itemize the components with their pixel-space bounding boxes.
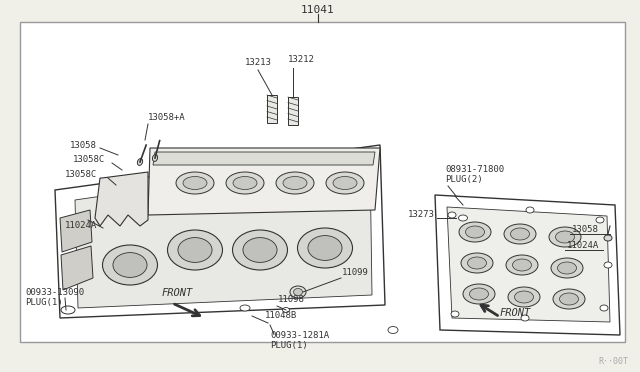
Ellipse shape bbox=[113, 253, 147, 278]
Polygon shape bbox=[153, 152, 375, 165]
Ellipse shape bbox=[152, 154, 157, 161]
Ellipse shape bbox=[511, 228, 529, 240]
Ellipse shape bbox=[506, 255, 538, 275]
Text: 11048B: 11048B bbox=[265, 311, 297, 320]
Ellipse shape bbox=[282, 308, 289, 312]
Text: 11024A: 11024A bbox=[567, 241, 599, 250]
Ellipse shape bbox=[604, 262, 612, 268]
Ellipse shape bbox=[232, 230, 287, 270]
Ellipse shape bbox=[290, 286, 306, 298]
Text: 00933-13090: 00933-13090 bbox=[25, 288, 84, 297]
Polygon shape bbox=[435, 195, 620, 335]
Ellipse shape bbox=[226, 172, 264, 194]
Ellipse shape bbox=[333, 176, 357, 189]
Text: 13058: 13058 bbox=[572, 225, 599, 234]
Polygon shape bbox=[447, 207, 610, 322]
Ellipse shape bbox=[326, 172, 364, 194]
Text: 08931-71800: 08931-71800 bbox=[445, 165, 504, 174]
Ellipse shape bbox=[463, 284, 495, 304]
Ellipse shape bbox=[243, 238, 277, 262]
Ellipse shape bbox=[513, 259, 531, 271]
Ellipse shape bbox=[176, 172, 214, 194]
Ellipse shape bbox=[465, 226, 484, 238]
Ellipse shape bbox=[600, 305, 608, 311]
Ellipse shape bbox=[556, 231, 575, 243]
Ellipse shape bbox=[233, 176, 257, 189]
Ellipse shape bbox=[515, 291, 534, 303]
Ellipse shape bbox=[526, 207, 534, 213]
Text: 13058C: 13058C bbox=[73, 155, 105, 164]
Ellipse shape bbox=[551, 258, 583, 278]
Ellipse shape bbox=[467, 257, 486, 269]
Text: 11098: 11098 bbox=[278, 295, 305, 304]
Text: PLUG(2): PLUG(2) bbox=[445, 175, 483, 184]
Ellipse shape bbox=[451, 311, 459, 317]
Ellipse shape bbox=[549, 227, 581, 247]
Text: 13058+A: 13058+A bbox=[148, 113, 186, 122]
Text: FRONT: FRONT bbox=[500, 308, 531, 318]
Ellipse shape bbox=[61, 306, 75, 314]
Ellipse shape bbox=[308, 235, 342, 260]
Polygon shape bbox=[55, 145, 385, 318]
Ellipse shape bbox=[283, 176, 307, 189]
Ellipse shape bbox=[557, 262, 577, 274]
Ellipse shape bbox=[553, 289, 585, 309]
Text: 13213: 13213 bbox=[244, 58, 271, 67]
Ellipse shape bbox=[240, 305, 250, 311]
Ellipse shape bbox=[596, 217, 604, 223]
Ellipse shape bbox=[138, 158, 143, 166]
Ellipse shape bbox=[458, 215, 467, 221]
Ellipse shape bbox=[521, 315, 529, 321]
Ellipse shape bbox=[470, 288, 488, 300]
Text: PLUG(1): PLUG(1) bbox=[270, 341, 308, 350]
Ellipse shape bbox=[461, 253, 493, 273]
Ellipse shape bbox=[178, 238, 212, 262]
Text: PLUG(1): PLUG(1) bbox=[25, 298, 63, 307]
Ellipse shape bbox=[388, 327, 398, 334]
Polygon shape bbox=[61, 246, 93, 290]
Text: 13273: 13273 bbox=[408, 210, 435, 219]
Text: FRONT: FRONT bbox=[162, 288, 193, 298]
Ellipse shape bbox=[183, 176, 207, 189]
Polygon shape bbox=[95, 172, 148, 226]
Ellipse shape bbox=[504, 224, 536, 244]
Bar bbox=[267, 95, 277, 123]
Text: 13212: 13212 bbox=[288, 55, 315, 64]
Ellipse shape bbox=[168, 230, 223, 270]
Ellipse shape bbox=[459, 222, 491, 242]
Ellipse shape bbox=[508, 287, 540, 307]
Polygon shape bbox=[148, 148, 380, 215]
Ellipse shape bbox=[276, 172, 314, 194]
Text: 11099: 11099 bbox=[342, 268, 369, 277]
Text: 11024A: 11024A bbox=[65, 221, 97, 230]
Ellipse shape bbox=[559, 293, 579, 305]
Bar bbox=[288, 97, 298, 125]
Ellipse shape bbox=[298, 228, 353, 268]
Text: 11041: 11041 bbox=[301, 5, 335, 15]
Ellipse shape bbox=[448, 212, 456, 218]
Ellipse shape bbox=[102, 245, 157, 285]
Polygon shape bbox=[75, 157, 372, 308]
Text: 13058: 13058 bbox=[70, 141, 97, 150]
Text: 00933-1281A: 00933-1281A bbox=[270, 331, 329, 340]
Text: R··00T: R··00T bbox=[598, 357, 628, 366]
Text: 13058C: 13058C bbox=[65, 170, 97, 179]
Ellipse shape bbox=[294, 289, 303, 295]
Bar bbox=[20, 22, 625, 342]
Ellipse shape bbox=[604, 235, 612, 241]
Polygon shape bbox=[60, 210, 92, 252]
